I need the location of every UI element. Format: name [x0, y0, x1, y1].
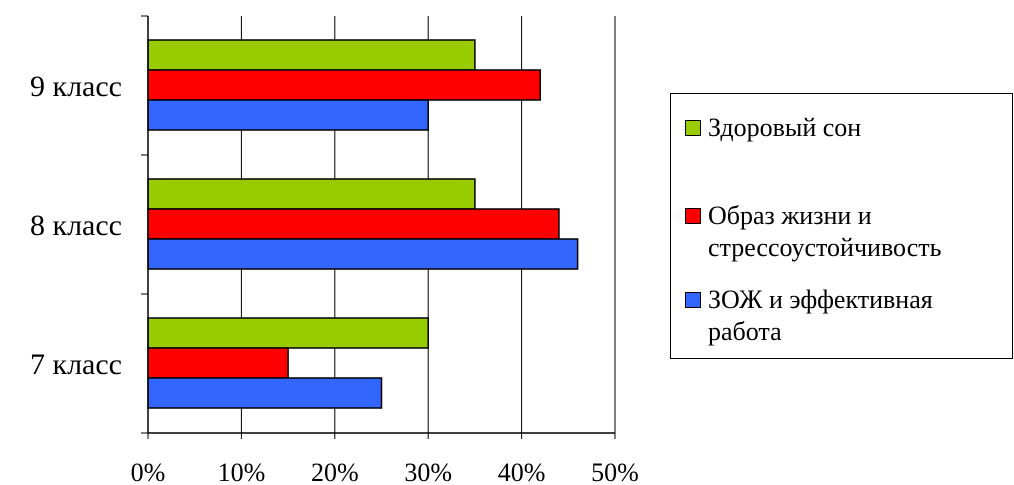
legend-swatch-blue	[685, 292, 701, 308]
legend-item-healthy-sleep: Здоровый сон	[685, 112, 861, 144]
legend-label: Образ жизни и стрессоустойчивость	[708, 201, 942, 262]
category-label: 9 класс	[30, 70, 122, 103]
axes	[141, 15, 616, 439]
legend-label: ЗОЖ и эффективная работа	[708, 285, 933, 346]
bar	[147, 377, 383, 409]
bar	[147, 317, 429, 349]
category-labels: 9 класс 8 класс 7 класс	[30, 70, 122, 381]
legend: Здоровый сон Образ жизни и стрессоустойч…	[670, 93, 1013, 359]
x-tick-label: 30%	[404, 458, 452, 485]
legend-item-lifestyle-stress: Образ жизни и стрессоустойчивость	[685, 200, 941, 264]
x-tick-label: 40%	[498, 458, 546, 485]
category-label: 8 класс	[30, 209, 122, 242]
legend-swatch-green	[685, 120, 701, 136]
bar	[147, 347, 289, 379]
bar	[147, 238, 579, 270]
x-tick-label: 50%	[591, 458, 639, 485]
x-tick-label: 10%	[218, 458, 266, 485]
bar	[147, 39, 476, 71]
x-tick-label: 0%	[131, 458, 166, 485]
bar	[147, 178, 476, 210]
legend-item-healthy-lifestyle-work: ЗОЖ и эффективная работа	[685, 284, 933, 348]
category-label: 7 класс	[30, 348, 122, 381]
x-tick-labels: 0% 10% 20% 30% 40% 50%	[131, 458, 639, 485]
x-tick-label: 20%	[311, 458, 359, 485]
legend-swatch-red	[685, 208, 701, 224]
bar	[147, 99, 429, 131]
bar	[147, 69, 542, 101]
bar	[147, 208, 560, 240]
legend-label: Здоровый сон	[708, 113, 862, 142]
bars	[147, 39, 579, 409]
